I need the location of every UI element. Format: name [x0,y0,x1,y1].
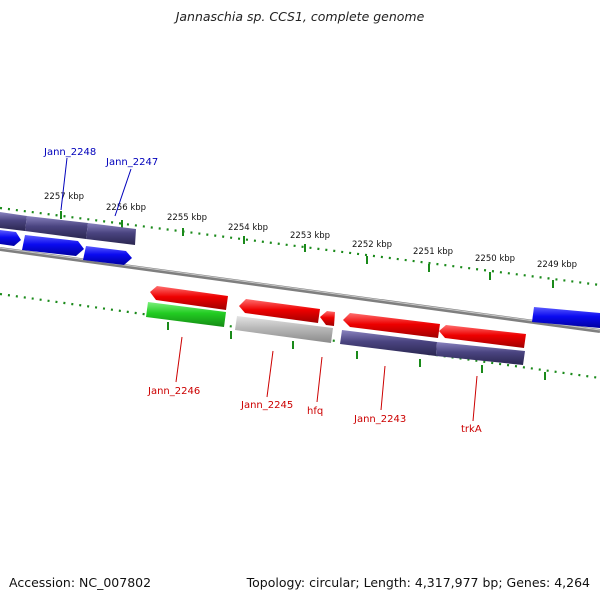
genome-backbone [0,247,600,333]
gene-arrow-forward [532,307,600,328]
kbp-label: 2255 kbp [167,213,207,223]
kbp-label: 2252 kbp [352,240,392,250]
gene-label-top: Jann_2248 [43,147,96,158]
gene-block-grey [235,316,333,343]
gene-label-bottom: trkA [461,424,482,435]
gene-arrow-reverse [239,299,320,323]
kbp-label: 2250 kbp [475,254,515,264]
kbp-label: 2251 kbp [413,247,453,257]
upper-ruler-dots [0,206,600,287]
gene-arrow-forward [0,230,21,246]
lower-ruler-major-ticks [167,322,546,380]
lower-ruler-dots [0,292,600,380]
gene-arrow-reverse [343,313,440,338]
gene-label-top: Jann_2247 [105,157,158,168]
gene-label-bottom: Jann_2246 [147,386,200,397]
upper-ruler-major-ticks [60,211,554,288]
map-title: Jannaschia sp. CCS1, complete genome [175,9,425,24]
genome-summary-text: Topology: circular; Length: 4,317,977 bp… [246,575,590,590]
gene-label-bottom: Jann_2245 [240,400,293,411]
gene-label-bottom: Jann_2243 [353,414,406,425]
gene-block-purple [0,212,27,231]
gene-label-bottom: hfq [307,406,323,417]
kbp-label: 2254 kbp [228,223,268,233]
gene-block-purple [340,330,437,356]
kbp-label: 2256 kbp [106,203,146,213]
bottom-label-leaders [175,336,478,422]
accession-text: Accession: NC_007802 [9,575,152,590]
top-label-leaders [60,157,132,217]
gene-block-purple [25,216,88,239]
gene-block-purple [86,223,136,245]
kbp-label: 2253 kbp [290,231,330,241]
gene-arrow-forward [22,235,84,256]
gene-arrow-forward [83,246,132,265]
gene-arrow-reverse [320,311,335,326]
kbp-label: 2249 kbp [537,260,577,270]
gene-arrow-reverse [150,286,228,310]
gene-block-purple [436,342,525,365]
gene-block-green [146,302,226,327]
kbp-label: 2257 kbp [44,192,84,202]
gene-arrow-reverse [439,325,526,348]
